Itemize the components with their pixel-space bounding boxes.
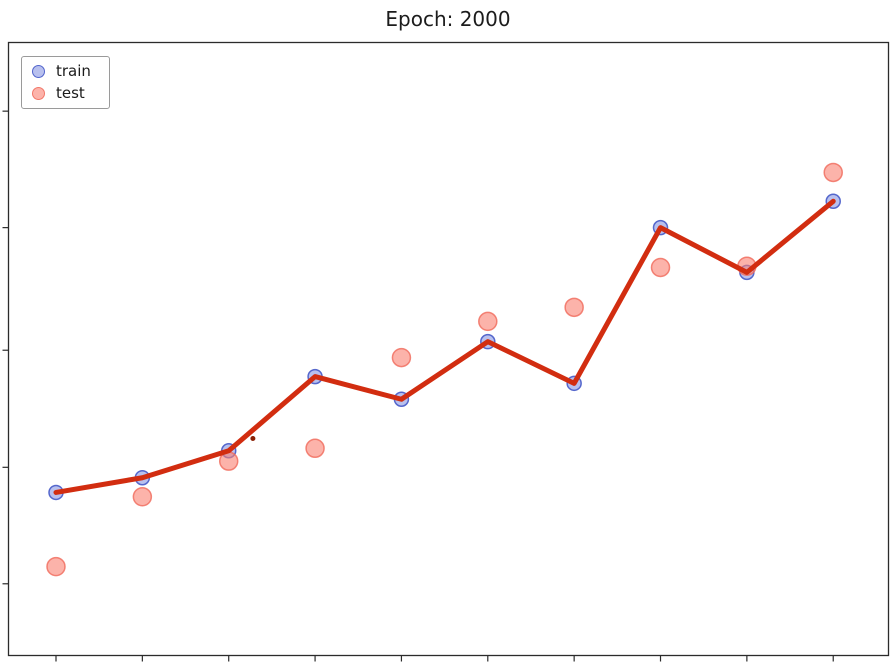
legend-item-train: train [32, 64, 91, 79]
legend-label-train: train [56, 62, 91, 80]
test-point [46, 556, 66, 577]
stray-dot [250, 435, 256, 441]
legend-label-test: test [56, 84, 85, 102]
test-point [132, 486, 153, 507]
test-marker-icon [32, 87, 45, 100]
legend-item-test: test [32, 86, 91, 101]
plot-frame [7, 41, 890, 657]
legend: train test [21, 56, 110, 109]
test-point [391, 347, 412, 368]
chart-title: Epoch: 2000 [385, 7, 511, 31]
train-marker-icon [32, 65, 45, 78]
test-point [823, 162, 843, 183]
test-point [650, 257, 671, 278]
test-point [478, 311, 498, 332]
fit-line [53, 198, 836, 495]
test-point [305, 438, 325, 459]
test-point [564, 297, 584, 318]
